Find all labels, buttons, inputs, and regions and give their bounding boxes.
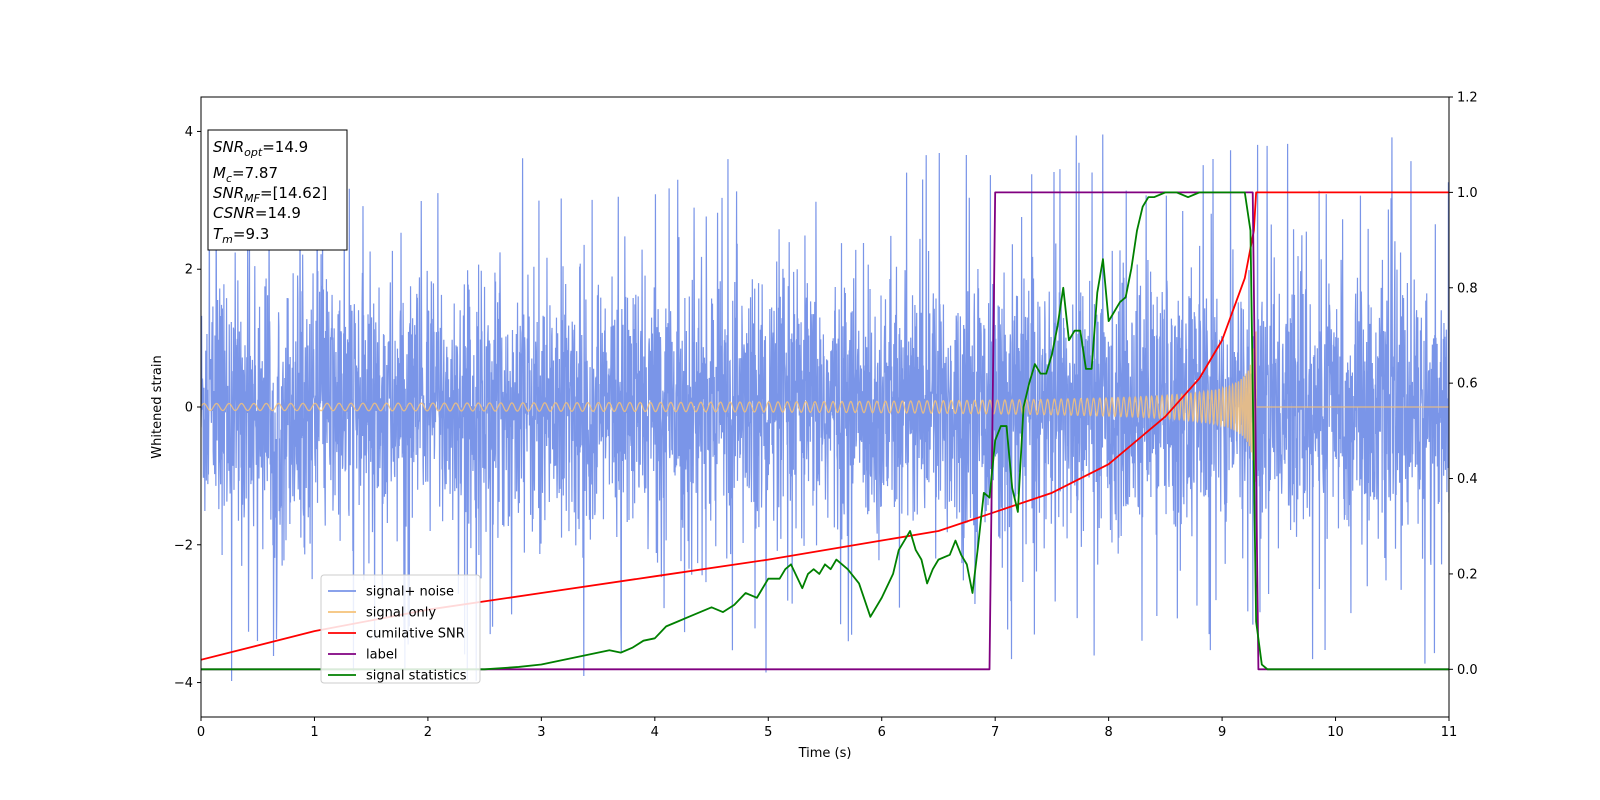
x-tick-label: 3 <box>537 725 545 740</box>
legend: signal+ noise signal only cumilative SNR la… <box>320 574 481 684</box>
series-signal-only <box>201 331 1449 482</box>
x-tick-label: 10 <box>1327 725 1344 740</box>
legend-label: signal+ noise <box>366 585 454 600</box>
y-tick-label-left: 4 <box>185 125 193 140</box>
y-tick-label-right: 1.0 <box>1457 186 1478 201</box>
y-tick-label-left: −4 <box>174 676 193 691</box>
right-y-axis: 0.0 0.2 0.4 0.6 0.8 1.0 1.2 <box>1449 91 1478 678</box>
x-tick-label: 5 <box>764 725 772 740</box>
y-tick-label-left: 0 <box>185 401 193 416</box>
x-tick-label: 8 <box>1104 725 1112 740</box>
legend-label: cumilative SNR <box>366 627 465 642</box>
series-cumulative-snr <box>201 191 1449 661</box>
series-signal-noise <box>201 133 1449 681</box>
x-tick-label: 6 <box>878 725 886 740</box>
y-tick-label-right: 0.2 <box>1457 567 1478 582</box>
left-y-axis: −4 −2 0 2 4 <box>174 125 201 691</box>
y-tick-label-right: 0.6 <box>1457 377 1478 392</box>
legend-frame <box>320 574 481 684</box>
x-tick-label: 4 <box>651 725 659 740</box>
y-tick-label-right: 0.4 <box>1457 472 1478 487</box>
annotation-box: SNRopt=14.9 Mc=7.87 SNRMF=[14.62] CSNR=1… <box>207 129 348 251</box>
annotation-mc: Mc=7.87 <box>213 164 278 185</box>
annotation-frame <box>207 129 348 251</box>
y-axis-label-left: Whitened strain <box>150 355 165 458</box>
y-tick-label-right: 1.2 <box>1457 91 1478 106</box>
plot-area <box>201 133 1449 681</box>
legend-item: signal only <box>328 606 436 621</box>
legend-item: signal+ noise <box>328 585 454 600</box>
legend-label: signal statistics <box>366 669 467 684</box>
y-tick-label-left: −2 <box>174 538 193 553</box>
annotation-snr-mf: SNRMF=[14.62] <box>213 184 327 205</box>
x-tick-label: 11 <box>1441 725 1458 740</box>
x-axis-label: Time (s) <box>798 746 852 761</box>
x-tick-label: 9 <box>1218 725 1226 740</box>
legend-label: label <box>366 648 397 663</box>
x-tick-label: 0 <box>197 725 205 740</box>
x-tick-label: 1 <box>310 725 318 740</box>
series-signal-statistics <box>201 191 1449 671</box>
legend-item: cumilative SNR <box>328 627 465 642</box>
x-tick-label: 7 <box>991 725 999 740</box>
y-tick-label-right: 0.0 <box>1457 663 1478 678</box>
legend-label: signal only <box>366 606 436 621</box>
annotation-csnr: CSNR=14.9 <box>213 204 301 222</box>
y-tick-label-left: 2 <box>185 263 193 278</box>
legend-item: signal statistics <box>328 669 467 684</box>
annotation-tm: Tm=9.3 <box>213 225 269 246</box>
x-tick-label: 2 <box>424 725 432 740</box>
annotation-snr-opt: SNRopt=14.9 <box>213 138 308 159</box>
x-axis: 0 1 2 3 4 5 6 7 8 9 10 11 <box>197 717 1457 740</box>
legend-item: label <box>328 648 397 663</box>
y-tick-label-right: 0.8 <box>1457 281 1478 296</box>
